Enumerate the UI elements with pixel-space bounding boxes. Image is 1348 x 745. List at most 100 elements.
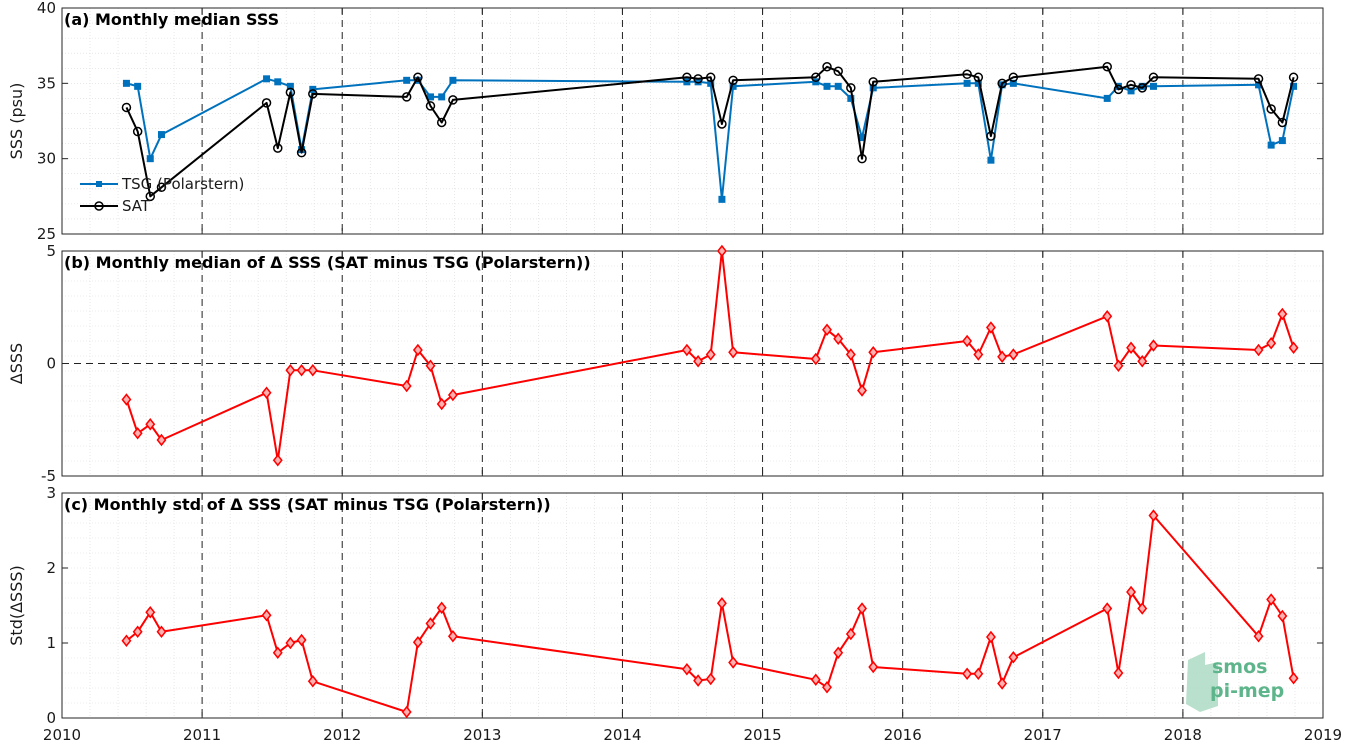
data-point — [296, 147, 307, 158]
data-point — [308, 89, 318, 99]
data-point — [307, 675, 318, 688]
data-point — [693, 674, 704, 687]
logo-text-smos: smos — [1212, 656, 1267, 678]
data-point — [1148, 339, 1159, 352]
data-point — [447, 630, 458, 643]
data-point — [1137, 355, 1148, 368]
data-point — [412, 636, 423, 649]
data-point — [1102, 62, 1112, 72]
data-point — [436, 601, 447, 614]
series-line — [126, 77, 1295, 201]
data-point — [1126, 341, 1137, 354]
panel-a: 25 30 35 40 SSS (psu) (a) Monthly median SSS T… — [7, 0, 1324, 243]
data-point — [1137, 83, 1148, 93]
x-tick-label: 2016 — [884, 726, 922, 744]
data-point — [285, 87, 296, 98]
y-axis-label: ΔSSS — [7, 343, 26, 384]
data-point — [285, 636, 296, 650]
data-point — [145, 606, 156, 619]
data-point — [681, 663, 692, 676]
y-tick-label: -5 — [41, 467, 56, 485]
data-point — [401, 379, 412, 393]
data-point — [1113, 359, 1124, 372]
logo-hex-shape — [1186, 652, 1218, 712]
data-point — [963, 79, 971, 87]
data-point — [810, 352, 821, 366]
data-point — [1102, 602, 1113, 615]
data-point — [985, 630, 996, 644]
panel-b: -5 0 5 ΔSSS (b) Monthly median of Δ SSS (SAT… — [7, 242, 1324, 485]
x-tick-label: 2011 — [183, 726, 221, 744]
data-point — [122, 79, 130, 87]
data-point — [425, 359, 436, 372]
y-tick-label: 5 — [46, 242, 56, 260]
data-point — [811, 72, 821, 83]
data-point — [1277, 117, 1288, 128]
data-point — [868, 77, 878, 87]
data-point — [962, 69, 972, 80]
data-point — [1103, 94, 1111, 102]
data-point — [1277, 609, 1288, 623]
data-point — [973, 348, 984, 361]
x-tick-label: 2015 — [743, 726, 781, 744]
data-point — [728, 346, 739, 359]
data-point — [272, 454, 283, 467]
y-tick-label: 35 — [37, 74, 56, 92]
panel-title: (c) Monthly std of Δ SSS (SAT minus TSG … — [64, 495, 551, 514]
data-point — [857, 384, 867, 397]
data-point — [705, 348, 716, 361]
data-point — [413, 72, 423, 83]
data-point — [693, 74, 703, 84]
data-point — [145, 191, 156, 202]
legend-label: TSG (Polarstern) — [121, 175, 244, 193]
data-point — [272, 646, 283, 659]
y-tick-label: 0 — [46, 709, 56, 727]
data-point — [845, 348, 856, 361]
data-point — [1127, 87, 1135, 95]
data-point — [436, 397, 447, 411]
data-point — [1149, 82, 1157, 90]
data-point — [1126, 585, 1137, 599]
x-tick-label: 2014 — [603, 726, 641, 744]
data-point — [132, 625, 143, 638]
data-point — [857, 153, 867, 164]
data-point — [425, 617, 436, 630]
data-point — [1288, 672, 1299, 685]
data-point — [1102, 310, 1113, 323]
data-point — [1253, 74, 1264, 84]
data-point — [1126, 80, 1136, 90]
data-point — [121, 634, 132, 647]
data-point — [716, 597, 727, 610]
data-point — [693, 355, 704, 368]
data-point — [705, 72, 716, 83]
data-point — [157, 131, 165, 139]
data-point — [846, 83, 856, 93]
panel-title: (b) Monthly median of Δ SSS (SAT minus T… — [64, 253, 591, 272]
data-point — [132, 427, 143, 440]
x-tick-label: 2019 — [1304, 726, 1342, 744]
data-point — [728, 75, 738, 86]
data-point — [449, 76, 457, 84]
data-point — [425, 101, 436, 111]
data-point — [716, 244, 727, 258]
data-point — [286, 82, 294, 90]
data-point — [447, 388, 458, 402]
data-point — [833, 646, 844, 659]
data-point — [121, 102, 132, 113]
data-point — [1267, 141, 1275, 149]
y-tick-label: 25 — [37, 225, 56, 243]
data-point — [438, 93, 446, 101]
panel-title: (a) Monthly median SSS — [64, 10, 279, 29]
data-point — [822, 323, 832, 336]
axes-box — [61, 7, 1324, 235]
data-point — [261, 609, 272, 622]
data-point — [403, 76, 411, 84]
data-point — [1148, 509, 1159, 522]
data-point — [261, 386, 272, 399]
y-axis-label: Std(ΔSSS) — [7, 565, 26, 645]
data-point — [263, 75, 271, 83]
data-point — [718, 195, 726, 203]
legend-swatch-marker — [94, 201, 104, 211]
data-point — [307, 364, 318, 377]
x-tick-label: 2017 — [1024, 726, 1062, 744]
